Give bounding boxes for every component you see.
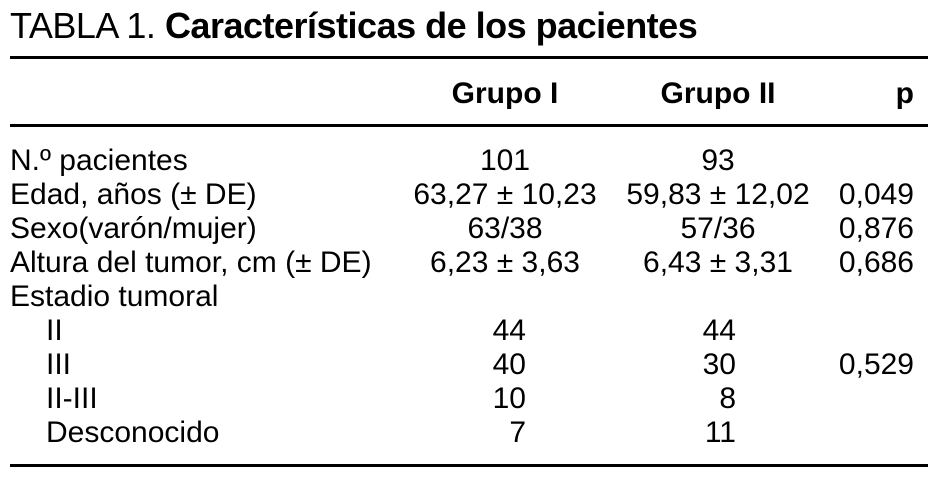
group1-value: 6,23 ± 3,63 [430,246,580,279]
header-rule [10,124,928,127]
table-row: Desconocido 7 11 [0,416,938,450]
group1-value: 44 [492,314,526,347]
header-group-2: Grupo II [660,77,776,110]
table-row: N.º pacientes 101 93 [0,144,938,178]
top-rule [10,56,928,59]
group2-value: 8 [719,382,736,415]
table-row: Estadio tumoral [0,280,938,314]
group2-value: 11 [704,416,736,449]
table-title: TABLA 1. Características de los paciente… [10,4,698,48]
p-value: 0,529 [838,348,914,381]
group1-value: 101 [479,144,531,177]
row-label: III [46,348,72,381]
header-p-value: p [895,77,914,110]
row-label: Estadio tumoral [10,280,219,313]
table-row: II 44 44 [0,314,938,348]
group1-value: 63,27 ± 10,23 [413,178,597,211]
p-value: 0,686 [838,246,914,279]
group2-value: 59,83 ± 12,02 [626,178,810,211]
group2-value: 57/36 [680,212,756,245]
table-row: III 40 30 0,529 [0,348,938,382]
group1-value: 40 [492,348,526,381]
group1-value: 63/38 [467,212,543,245]
header-group-1: Grupo I [451,77,559,110]
table-caption: Características de los pacientes [164,5,698,46]
group2-value: 44 [702,314,736,347]
row-label: Sexo(varón/mujer) [10,212,257,245]
bottom-rule [10,464,928,467]
table-row: Edad, años (± DE) 63,27 ± 10,23 59,83 ± … [0,178,938,212]
group1-value: 7 [509,416,526,449]
table-row: II-III 10 8 [0,382,938,416]
p-value: 0,876 [838,212,914,245]
group2-value: 93 [701,144,735,177]
row-label: Altura del tumor, cm (± DE) [10,246,372,279]
row-label: N.º pacientes [10,144,188,177]
group2-value: 30 [702,348,736,381]
group2-value: 6,43 ± 3,31 [643,246,793,279]
table-row: Altura del tumor, cm (± DE) 6,23 ± 3,63 … [0,246,938,280]
row-label: II-III [46,382,98,415]
row-label: Edad, años (± DE) [10,178,257,211]
row-label: Desconocido [46,416,220,449]
group1-value: 10 [492,382,526,415]
table-number: TABLA 1. [10,5,156,46]
table-row: Sexo(varón/mujer) 63/38 57/36 0,876 [0,212,938,246]
row-label: II [46,314,63,347]
p-value: 0,049 [838,178,914,211]
